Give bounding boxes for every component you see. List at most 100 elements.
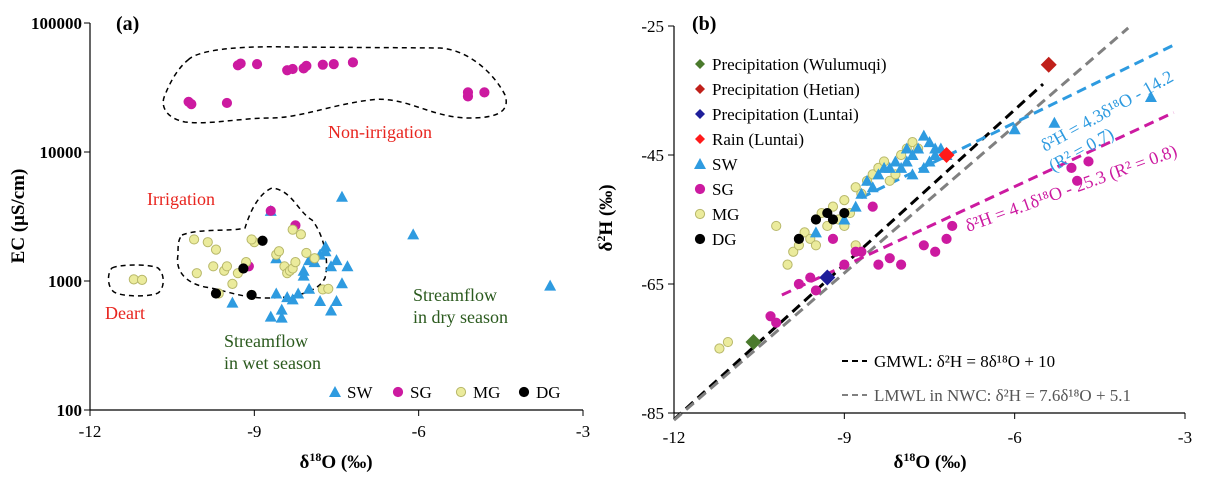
point-mg (839, 195, 850, 206)
point-sw (917, 161, 930, 173)
point-sw (895, 161, 908, 173)
point-sg (265, 205, 276, 216)
point-mg (771, 220, 782, 232)
point-precipitation-luntai- (819, 269, 836, 286)
point-sw (855, 187, 868, 199)
point-sg (884, 253, 895, 264)
point-mg (273, 246, 285, 257)
point-sw (866, 181, 879, 193)
point-sg (221, 97, 233, 109)
point-sw (906, 149, 919, 160)
point-mg (208, 261, 219, 272)
panel-b-points (714, 56, 1157, 354)
point-mg (810, 240, 822, 251)
point-mg (290, 257, 301, 268)
legend-marker (695, 109, 705, 119)
point-mg (136, 274, 148, 285)
ylabel-main: δ (596, 242, 617, 252)
x-tick-label: -3 (1178, 428, 1192, 447)
point-sw (325, 304, 338, 316)
point-sw (335, 277, 348, 289)
point-dg (827, 214, 839, 225)
xlabel-sup: 18 (903, 450, 915, 464)
point-sw (838, 213, 851, 225)
point-sw (341, 260, 354, 272)
point-sg (827, 233, 839, 244)
non-irrigation-envelope (162, 46, 507, 124)
ylabel-rest: H (‰) (596, 184, 617, 235)
point-sw (1008, 123, 1021, 135)
point-dg (839, 207, 850, 219)
point-sw (330, 254, 343, 266)
point-mg (246, 234, 257, 245)
legend-label: Precipitation (Luntai) (712, 105, 859, 124)
point-mg (227, 278, 238, 289)
point-sg (251, 59, 263, 70)
legend-label-sg: SG (410, 383, 432, 402)
y-tick-label: 10000 (40, 143, 83, 162)
point-sg (1083, 156, 1094, 167)
point-sg (186, 99, 197, 110)
x-tick-label: -3 (576, 422, 590, 441)
point-sg (771, 317, 782, 328)
point-sw (900, 142, 913, 154)
point-sg (462, 87, 474, 98)
panel-a-y-axis-label: EC (μS/cm) (8, 169, 29, 264)
legend-label-mg: MG (473, 383, 500, 402)
panel-a-x-axis-label: δ18O (‰) (299, 450, 372, 473)
legend-marker (694, 233, 706, 245)
point-dg (822, 207, 833, 219)
point-sg (850, 246, 861, 257)
legend-label: Precipitation (Hetian) (712, 80, 860, 99)
point-dg (238, 263, 249, 274)
point-sw (275, 303, 288, 315)
legend-label-dg: DG (536, 383, 561, 402)
point-mg (788, 246, 799, 257)
panel-b-ticks: -12 -9 -6 -3 -85 -65 -45 -25 (641, 17, 1192, 447)
legend-marker-dg (518, 386, 530, 398)
x-tick-label: -6 (412, 422, 426, 441)
point-sw (900, 155, 913, 167)
gmwl-label: GMWL: δ²H = 8δ¹⁸O + 10 (874, 352, 1055, 371)
legend-marker-sg (392, 386, 404, 398)
lmwl-label: LMWL in NWC: δ²H = 7.6δ¹⁸O + 5.1 (874, 386, 1131, 405)
point-dg (246, 289, 257, 301)
x-tick-label: -6 (1008, 428, 1022, 447)
legend-label: SW (712, 155, 738, 174)
y-tick-label: 100 (57, 401, 83, 420)
point-sg (301, 60, 312, 71)
point-sw (314, 294, 327, 306)
point-mg (191, 268, 202, 279)
xlabel-sup: 18 (309, 450, 321, 464)
legend-marker-sw (329, 386, 341, 397)
point-sg (947, 220, 958, 232)
panel-b-label: (b) (692, 13, 716, 35)
point-mg (827, 201, 839, 212)
x-tick-label: -9 (837, 428, 851, 447)
y-tick-label: -85 (641, 404, 664, 423)
point-sw (335, 190, 348, 202)
deart-envelope (107, 264, 164, 297)
point-sw (878, 161, 891, 173)
legend-label: SG (712, 180, 734, 199)
irrigation-label: Irrigation (147, 189, 215, 209)
point-sw (226, 296, 239, 308)
panel-a-legend: SW SG MG DG (329, 383, 561, 402)
panel-a-ticks: -12 -9 -6 -3 100 1000 10000 100000 (31, 14, 590, 441)
point-sg (1072, 175, 1083, 186)
legend-marker (694, 208, 706, 220)
point-mg (188, 234, 200, 245)
point-sg (765, 311, 776, 322)
point-mg (722, 336, 734, 348)
y-tick-label: -65 (641, 275, 664, 294)
fit-line-lmwl (673, 26, 1130, 422)
point-mg (822, 220, 833, 232)
y-tick-label: -25 (641, 17, 664, 36)
irrigation-envelope (176, 187, 328, 299)
legend-marker (695, 134, 705, 144)
point-sg (896, 259, 907, 270)
panel-a: (a) EC (μS/cm) δ18O (‰) -12 -9 -6 -3 100 1000… (8, 13, 590, 473)
point-sg (1066, 162, 1077, 173)
point-sw (929, 149, 942, 160)
point-sg (328, 59, 339, 70)
